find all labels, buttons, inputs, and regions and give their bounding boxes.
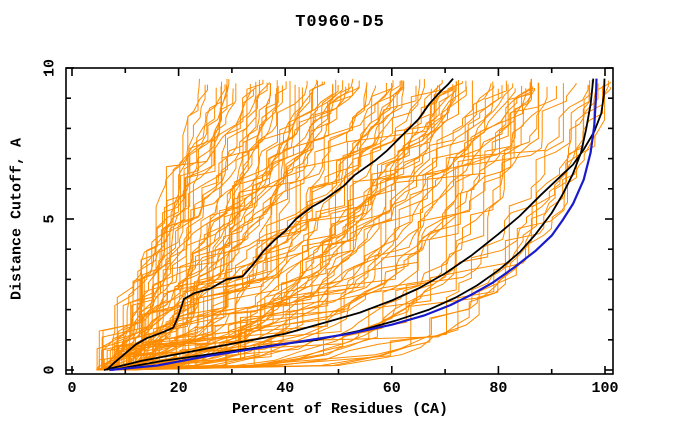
server-model-curve (125, 89, 454, 371)
server-model-curve (130, 83, 271, 371)
x-tick-label: 40 (276, 380, 294, 397)
axis-ticks (66, 67, 613, 374)
plot-border (65, 67, 614, 375)
server-model-curve (100, 86, 467, 371)
server-model-curve (122, 83, 540, 371)
server-model-curve (107, 85, 376, 371)
server-model-curve (103, 85, 438, 371)
server-model-curve (106, 80, 609, 371)
highlight-model-steep-curve (105, 78, 454, 371)
x-tick-label: 20 (170, 380, 188, 397)
server-model-curve (111, 85, 417, 371)
server-model-curve (100, 78, 532, 371)
tick-labels: 0 20 40 60 80 100 0 5 10 (42, 59, 619, 397)
server-model-curve (100, 84, 509, 371)
server-model-curve (126, 80, 278, 371)
server-model-curve (129, 83, 577, 370)
server-model-curve (106, 84, 206, 371)
server-model-curve (102, 88, 254, 370)
server-model-curve (114, 82, 531, 371)
server-model-curve (102, 86, 279, 370)
server-model-curve (130, 86, 456, 371)
server-model-curve (112, 84, 532, 371)
server-model-curve (124, 85, 603, 371)
server-model-curve (101, 88, 534, 371)
server-model-curve (115, 80, 467, 371)
server-model-curve (97, 88, 499, 371)
ensemble-curves (95, 78, 611, 371)
x-tick-label: 60 (383, 380, 401, 397)
server-model-curve (125, 82, 270, 371)
server-model-curve (127, 81, 287, 370)
server-model-curve (130, 87, 222, 371)
server-model-curve (114, 79, 337, 370)
x-tick-label: 80 (489, 380, 507, 397)
server-model-curve (126, 80, 394, 370)
server-model-curve (99, 84, 590, 371)
server-model-curve (121, 87, 611, 371)
y-tick-label: 10 (42, 59, 59, 77)
server-model-curve (98, 84, 296, 371)
server-model-curve (116, 89, 314, 371)
y-tick-label: 5 (42, 214, 59, 223)
server-model-curve (115, 83, 564, 371)
server-model-curve (96, 81, 291, 371)
y-axis-title: Distance Cutoff, A (8, 137, 26, 301)
server-model-curve (101, 86, 257, 371)
server-model-curve (102, 84, 208, 370)
server-model-curve (112, 79, 230, 371)
reference-model-blue-curve (109, 78, 598, 372)
server-model-curve (105, 80, 405, 371)
server-model-curve (115, 88, 278, 370)
highlight-model-right-curve (103, 78, 606, 371)
server-model-curve (96, 86, 347, 371)
server-model-curve (99, 85, 503, 371)
server-model-curve (111, 85, 367, 371)
server-model-curve (122, 79, 532, 371)
server-model-curve (128, 81, 494, 370)
server-model-curve (117, 88, 432, 371)
x-tick-label: 0 (67, 380, 76, 397)
chart-title: T0960-D5 (295, 13, 385, 32)
server-model-curve (98, 80, 401, 370)
server-model-curve (129, 81, 463, 371)
highlight-curves (103, 78, 606, 372)
server-model-curve (117, 80, 360, 371)
y-tick-label: 0 (42, 365, 59, 374)
x-axis-title: Percent of Residues (CA) (231, 401, 449, 418)
server-model-curve (101, 88, 535, 371)
server-model-curve (119, 78, 354, 370)
server-model-curve (114, 80, 593, 371)
plot-frame (65, 67, 614, 375)
server-model-curve (120, 86, 557, 371)
server-model-curve (96, 81, 325, 371)
x-tick-label: 100 (591, 380, 618, 397)
server-model-curve (128, 80, 459, 371)
